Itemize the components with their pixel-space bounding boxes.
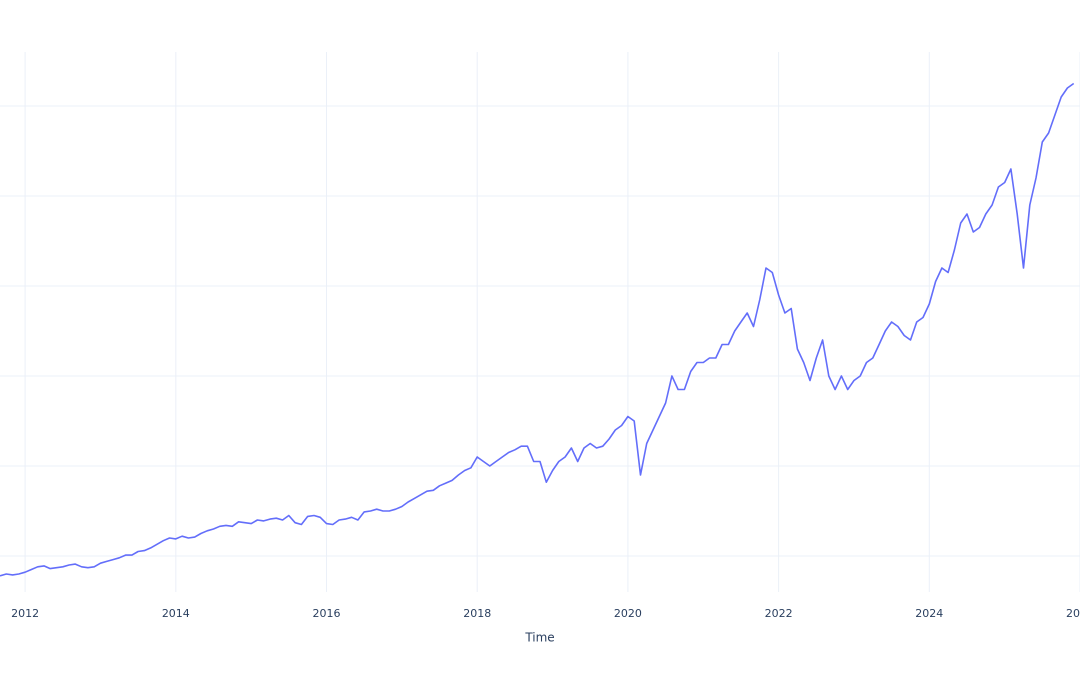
x-tick-label: 2012 (11, 607, 39, 620)
x-tick-label: 2020 (614, 607, 642, 620)
plot: 2012 2014 2016 2018 2020 2022 2024 2026 (0, 52, 1080, 620)
line (0, 82, 1075, 577)
x-tick-label: 2024 (915, 607, 943, 620)
x-tick-label: 2016 (313, 607, 341, 620)
x-axis-title: Time (524, 631, 554, 645)
x-tick-label: 2026 (1066, 607, 1080, 620)
x-tick-label: 2014 (162, 607, 190, 620)
x-tick-label: 2018 (463, 607, 491, 620)
x-tick-label: 2022 (765, 607, 793, 620)
